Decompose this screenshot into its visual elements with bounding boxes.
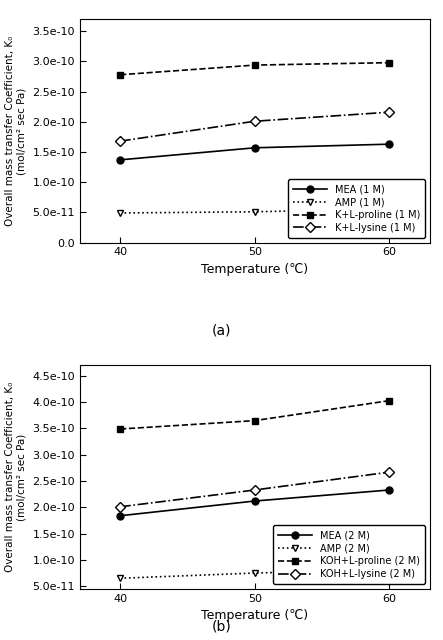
MEA (2 M) xyxy=(387,486,392,494)
MEA (1 M) xyxy=(387,140,392,148)
KOH+L-lysine (2 M) xyxy=(387,468,392,476)
Line: AMP (2 M): AMP (2 M) xyxy=(117,566,393,582)
X-axis label: Temperature (℃): Temperature (℃) xyxy=(201,609,308,622)
Line: AMP (1 M): AMP (1 M) xyxy=(117,205,393,216)
Line: KOH+L-proline (2 M): KOH+L-proline (2 M) xyxy=(117,397,393,433)
K+L-lysine (1 M) xyxy=(117,138,123,145)
KOH+L-lysine (2 M) xyxy=(117,503,123,511)
KOH+L-proline (2 M) xyxy=(252,417,257,424)
Y-axis label: Overall mass transfer Coefficient, K₀
(mol/cm² sec Pa): Overall mass transfer Coefficient, K₀ (m… xyxy=(5,382,27,572)
AMP (2 M) xyxy=(387,566,392,573)
KOH+L-proline (2 M) xyxy=(117,425,123,433)
Line: K+L-proline (1 M): K+L-proline (1 M) xyxy=(117,59,393,78)
AMP (1 M) xyxy=(387,205,392,212)
K+L-proline (1 M) xyxy=(252,61,257,69)
Legend: MEA (2 M), AMP (2 M), KOH+L-proline (2 M), KOH+L-lysine (2 M): MEA (2 M), AMP (2 M), KOH+L-proline (2 M… xyxy=(273,525,425,584)
AMP (2 M) xyxy=(252,569,257,577)
AMP (2 M) xyxy=(117,575,123,582)
MEA (1 M) xyxy=(252,144,257,152)
Y-axis label: Overall mass transfer Coefficient, K₀
(mol/cm² sec Pa): Overall mass transfer Coefficient, K₀ (m… xyxy=(5,36,27,226)
AMP (1 M) xyxy=(252,208,257,216)
Line: K+L-lysine (1 M): K+L-lysine (1 M) xyxy=(117,109,393,145)
MEA (2 M) xyxy=(252,497,257,505)
Legend: MEA (1 M), AMP (1 M), K+L-proline (1 M), K+L-lysine (1 M): MEA (1 M), AMP (1 M), K+L-proline (1 M),… xyxy=(288,179,425,237)
K+L-proline (1 M) xyxy=(117,71,123,79)
Line: MEA (1 M): MEA (1 M) xyxy=(117,141,393,163)
X-axis label: Temperature (℃): Temperature (℃) xyxy=(201,263,308,276)
Line: MEA (2 M): MEA (2 M) xyxy=(117,486,393,519)
K+L-lysine (1 M) xyxy=(252,117,257,125)
K+L-proline (1 M) xyxy=(387,59,392,67)
K+L-lysine (1 M) xyxy=(387,108,392,116)
KOH+L-proline (2 M) xyxy=(387,397,392,404)
Text: (b): (b) xyxy=(212,620,231,634)
MEA (1 M) xyxy=(117,156,123,164)
MEA (2 M) xyxy=(117,512,123,520)
Line: KOH+L-lysine (2 M): KOH+L-lysine (2 M) xyxy=(117,468,393,510)
KOH+L-lysine (2 M) xyxy=(252,486,257,494)
AMP (1 M) xyxy=(117,209,123,217)
Text: (a): (a) xyxy=(212,323,231,337)
